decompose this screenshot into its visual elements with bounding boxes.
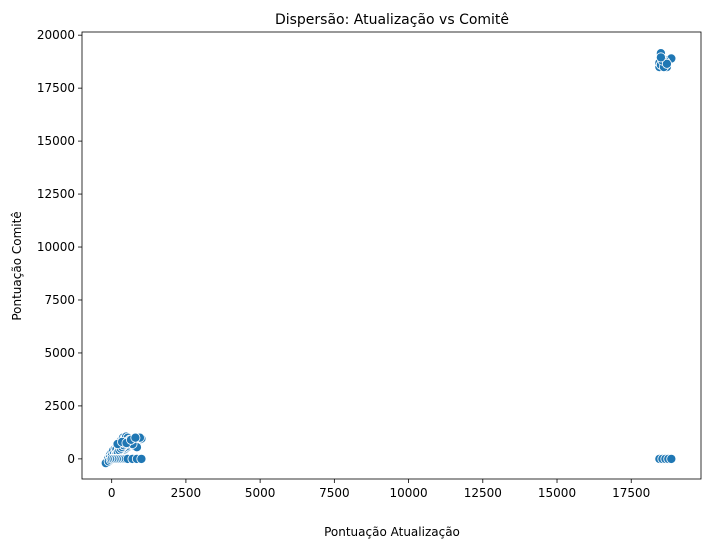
plot-frame [81,31,702,480]
y-tick-label: 5000 [44,346,75,360]
x-axis-label: Pontuação Atualização [324,525,460,539]
x-tick-label: 7500 [319,486,350,500]
x-tick-label: 10000 [389,486,427,500]
x-tick-label: 0 [108,486,116,500]
y-axis-label: Pontuação Comitê [10,211,24,320]
x-tick-label: 2500 [171,486,202,500]
y-tick-label: 20000 [37,28,75,42]
y-tick-label: 0 [67,452,75,466]
y-tick-label: 2500 [44,399,75,413]
y-tick-label: 15000 [37,134,75,148]
x-tick-label: 15000 [538,486,576,500]
plot-area: 0 2500 5000 7500 10000 12500 15000 17500 0 2500 50… [37,28,702,500]
chart-title: Dispersão: Atualização vs Comitê [275,12,509,28]
x-tick-label: 5000 [245,486,276,500]
data-point [661,58,672,69]
data-point [655,52,666,63]
y-tick-label: 7500 [44,293,75,307]
x-tick-label: 12500 [464,486,502,500]
y-tick-label: 12500 [37,187,75,201]
y-tick-label: 17500 [37,81,75,95]
x-tick-label: 17500 [612,486,650,500]
y-tick-label: 10000 [37,240,75,254]
data-point [666,453,677,464]
data-point [136,453,147,464]
data-point [130,432,141,443]
